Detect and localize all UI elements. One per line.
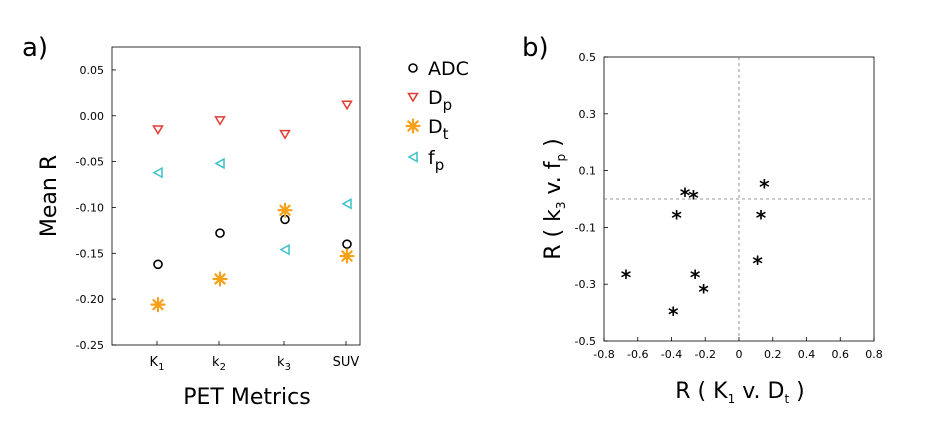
panel-a-y-tick-label: -0.25 bbox=[76, 339, 104, 352]
panel-b-x-tick-label: 0.8 bbox=[865, 348, 883, 361]
panel-a-frame bbox=[111, 46, 361, 346]
panel-a-x-ticks: K1 k2 k3 SUV bbox=[150, 341, 360, 373]
panel-b-point: * bbox=[671, 206, 682, 230]
panel-b-point: * bbox=[759, 175, 770, 199]
panel-a-x-tick-label: k2 bbox=[212, 355, 226, 373]
panel-a-y-label: Mean R bbox=[37, 155, 62, 237]
panel-a-x-tick-label: K1 bbox=[150, 355, 165, 373]
panel-b-x-tick-label: 0.4 bbox=[798, 348, 816, 361]
panel-a-point bbox=[279, 129, 291, 140]
panel-b-x-tick-label: -0.2 bbox=[695, 348, 716, 361]
panel-a-point bbox=[341, 100, 353, 111]
panel-a-point bbox=[152, 125, 164, 135]
panel-b-x-tick-label: 0.6 bbox=[832, 348, 850, 361]
panel-a-y-tick-label: -0.20 bbox=[76, 293, 104, 306]
legend-marker bbox=[407, 92, 419, 103]
panel-b-y-label: R ( k3 v. fp ) bbox=[541, 138, 568, 260]
panel-a-label: a) bbox=[22, 33, 48, 63]
panel-a-x-tick-label: SUV bbox=[333, 355, 360, 370]
panel-b-x-tick-label: -0.6 bbox=[627, 348, 648, 361]
panel-a-y-tick-label: -0.15 bbox=[76, 247, 104, 260]
panel-b-y-tick-label: -0.1 bbox=[575, 221, 596, 234]
panel-a-y-tick-label: -0.05 bbox=[76, 156, 104, 169]
panel-b-x-label: R ( K1 v. Dt ) bbox=[675, 379, 804, 406]
panel-b-reference-lines bbox=[604, 57, 874, 341]
panel-a-point bbox=[279, 243, 290, 256]
panel-b-point: * bbox=[668, 303, 679, 327]
panel-a-x-tick-label: k3 bbox=[277, 355, 291, 373]
panel-a-point bbox=[153, 259, 163, 270]
legend-label: fp bbox=[428, 147, 444, 174]
panel-b-y-tick-label: 0.5 bbox=[579, 51, 597, 64]
panel-b-y-tick-label: 0.3 bbox=[579, 108, 597, 121]
panel-a-point bbox=[150, 297, 166, 313]
panel-b-point: * bbox=[756, 206, 767, 230]
panel-a-point bbox=[152, 166, 163, 179]
panel-a-point bbox=[277, 202, 293, 218]
panel-b-x-ticks: -0.8 -0.6 -0.4 -0.2 0 0.2 0.4 0.6 0.8 bbox=[593, 337, 883, 361]
panel-b-x-tick-label: 0.2 bbox=[764, 348, 782, 361]
legend-marker bbox=[408, 63, 418, 73]
panel-b-points: ** ** ** **** bbox=[621, 175, 770, 327]
panel-b-y-tick-label: -0.5 bbox=[575, 335, 596, 348]
panel-b-point: * bbox=[688, 186, 699, 210]
panel-b-point: * bbox=[621, 266, 632, 290]
panel-a-points bbox=[150, 100, 355, 313]
legend-label: Dt bbox=[428, 116, 449, 143]
panel-a-point bbox=[342, 239, 352, 249]
panel-b-x-tick-label: -0.4 bbox=[661, 348, 682, 361]
panel-b-point: * bbox=[690, 266, 701, 290]
panel-b-x-tick-label: -0.8 bbox=[593, 348, 614, 361]
panel-a-point bbox=[214, 116, 226, 126]
panel-b-label: b) bbox=[522, 33, 549, 63]
panel-a-y-tick-label: -0.10 bbox=[76, 201, 104, 214]
panel-a-y-tick-label: 0.05 bbox=[80, 64, 105, 77]
legend-label: ADC bbox=[428, 58, 469, 80]
panel-a-y-tick-label: 0.00 bbox=[80, 110, 105, 123]
legend-marker bbox=[407, 151, 418, 163]
panel-b-point: * bbox=[752, 251, 763, 275]
panel-a-point bbox=[339, 248, 355, 264]
panel-b-x-tick-label: 0 bbox=[736, 348, 743, 361]
panel-a-y-ticks: 0.05 0.00 -0.05 -0.10 -0.15 -0.20 -0.25 bbox=[76, 64, 116, 352]
panel-a-point bbox=[212, 271, 228, 287]
panel-a-x-label: PET Metrics bbox=[183, 385, 310, 410]
legend-marker bbox=[405, 118, 421, 134]
panel-b-y-tick-label: 0.1 bbox=[579, 165, 597, 178]
panel-b-point: * bbox=[698, 280, 709, 304]
panel-b-y-tick-label: -0.3 bbox=[575, 278, 596, 291]
panel-b-point: * bbox=[680, 183, 691, 207]
panel-a-point bbox=[215, 228, 225, 238]
legend-label: Dp bbox=[428, 87, 452, 114]
panel-a-point bbox=[341, 198, 352, 210]
panel-b-y-ticks: 0.5 0.3 0.1 -0.1 -0.3 -0.5 bbox=[575, 51, 608, 348]
panel-a-point bbox=[214, 157, 225, 170]
